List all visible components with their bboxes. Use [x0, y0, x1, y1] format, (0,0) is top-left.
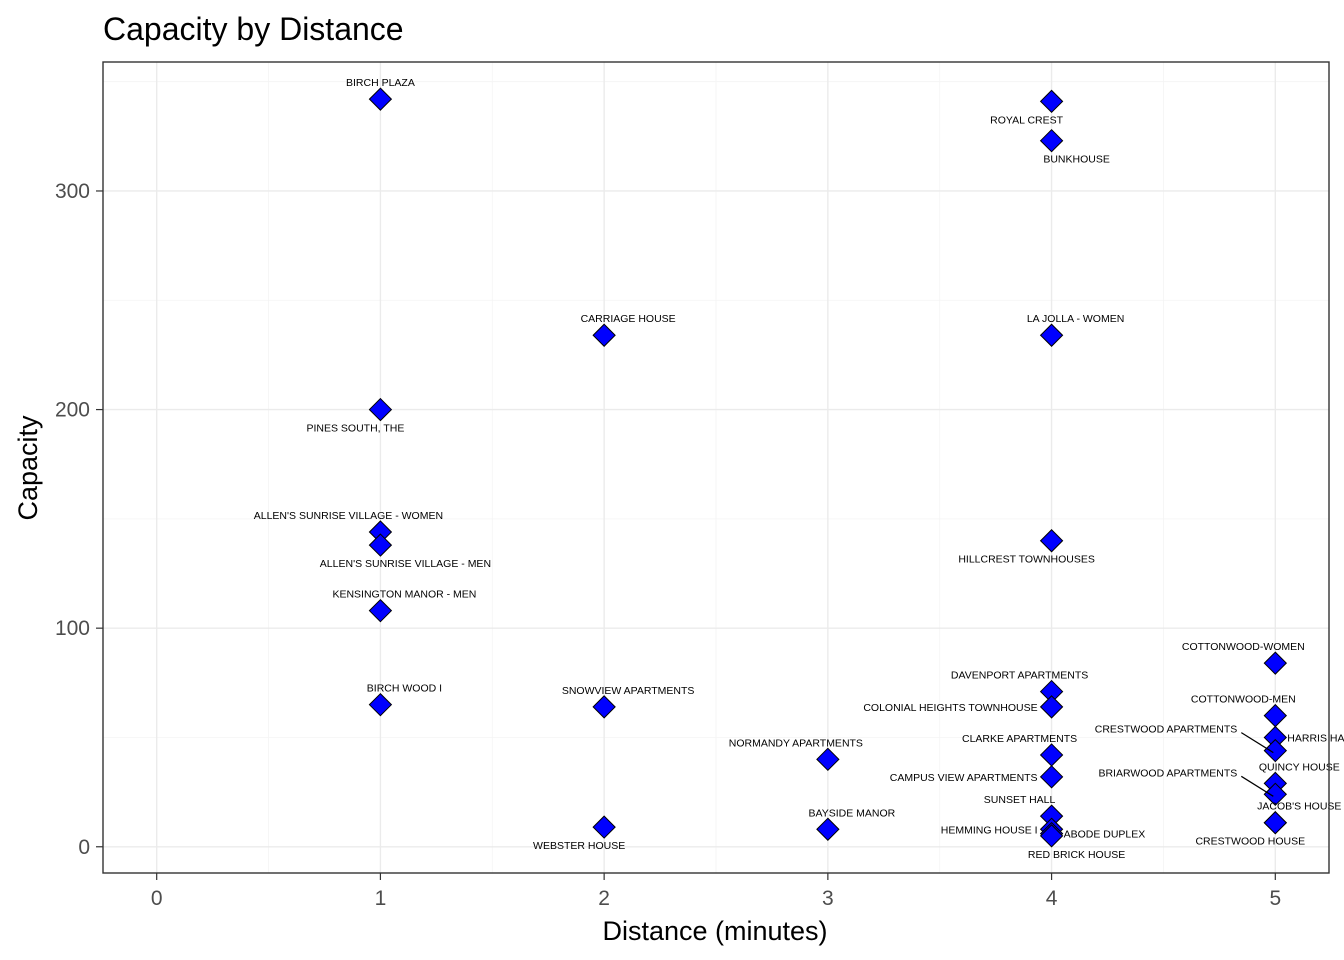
data-point: [816, 817, 840, 841]
chart-title: Capacity by Distance: [103, 11, 404, 47]
x-tick-label: 0: [151, 887, 163, 910]
y-tick-label: 200: [55, 399, 90, 422]
data-point: [1263, 738, 1288, 763]
plot-panel: [102, 61, 1330, 874]
data-label: COTTONWOOD-WOMEN: [1182, 641, 1305, 653]
data-point: [368, 533, 393, 557]
data-point: [592, 695, 616, 719]
data-point: [1039, 323, 1064, 347]
data-point: [1263, 651, 1288, 675]
x-tick-label: 1: [375, 887, 387, 910]
data-label: ROYAL CREST: [990, 114, 1064, 126]
data-point: [592, 323, 616, 347]
data-label: QUINCY HOUSE: [1259, 761, 1340, 773]
data-label: BIRCH PLAZA: [346, 77, 415, 89]
data-label: BUNKHOUSE: [1043, 154, 1110, 166]
data-point: [1263, 782, 1288, 807]
data-label: NORMANDY APARTMENTS: [729, 737, 863, 749]
data-label: ALLEN'S SUNRISE VILLAGE - MEN: [320, 558, 491, 570]
data-label: ABODE DUPLEX: [1064, 829, 1146, 841]
y-tick-label: 300: [55, 180, 90, 203]
y-tick-label: 0: [78, 836, 90, 859]
data-point: [1039, 128, 1064, 153]
y-axis-title: Capacity: [13, 415, 43, 521]
data-label: WEBSTER HOUSE: [533, 840, 625, 852]
axes: 0 1 2 3 4 5 0 100 200 300: [55, 180, 1281, 910]
y-tick-label: 100: [55, 617, 90, 640]
data-label: BIRCH WOOD I: [367, 683, 442, 695]
x-tick-label: 2: [598, 887, 610, 910]
x-tick-label: 3: [822, 887, 834, 910]
data-label: JACOB'S HOUSE: [1257, 801, 1341, 813]
data-point: [1039, 695, 1064, 719]
label-leader-line: [1240, 732, 1274, 754]
data-point: [1039, 89, 1064, 114]
data-point: [1263, 811, 1288, 835]
label-leader-line: [1240, 775, 1274, 797]
data-label: SUNSET HALL: [984, 794, 1056, 806]
data-label: HILLCREST TOWNHOUSES: [958, 554, 1095, 566]
data-point: [1039, 743, 1064, 767]
data-label: COLONIAL HEIGHTS TOWNHOUSE: [863, 702, 1037, 714]
data-point: [1263, 703, 1288, 728]
data-label: RED BRICK HOUSE: [1028, 849, 1125, 861]
data-points: [368, 87, 1288, 848]
data-label: SNOWVIEW APARTMENTS: [562, 685, 695, 697]
data-label: COTTONWOOD-MEN: [1191, 694, 1296, 706]
data-label: HARRIS HALL: [1287, 732, 1344, 744]
data-label: CRESTWOOD HOUSE: [1195, 836, 1305, 848]
grid: [103, 62, 1329, 873]
data-label: HEMMING HOUSE I: [941, 824, 1038, 836]
data-label: CARRIAGE HOUSE: [581, 313, 676, 325]
data-point: [368, 598, 393, 623]
data-label: CAMPUS VIEW APARTMENTS: [890, 772, 1038, 784]
data-label: KENSINGTON MANOR - MEN: [332, 589, 476, 601]
data-point: [1039, 765, 1064, 789]
data-label: CLARKE APARTMENTS: [962, 733, 1077, 745]
data-point: [368, 692, 393, 717]
x-tick-label: 5: [1269, 887, 1281, 910]
x-axis-title: Distance (minutes): [602, 916, 827, 946]
data-label: ALLEN'S SUNRISE VILLAGE - WOMEN: [254, 510, 443, 522]
data-point: [816, 747, 840, 772]
data-labels: BIRCH PLAZA ROYAL CREST BUNKHOUSE CARRIAGE …: [254, 77, 1344, 861]
data-label: BRIARWOOD APARTMENTS: [1098, 767, 1237, 779]
data-label: CRESTWOOD APARTMENTS: [1095, 724, 1238, 736]
data-label: DAVENPORT APARTMENTS: [951, 670, 1088, 682]
data-point: [368, 397, 393, 422]
data-point: [1039, 824, 1064, 848]
data-label: LA JOLLA - WOMEN: [1027, 313, 1124, 325]
data-point: [1039, 529, 1064, 553]
data-point: [592, 815, 616, 839]
data-label: BAYSIDE MANOR: [808, 807, 895, 819]
data-label: PINES SOUTH, THE: [307, 423, 405, 435]
x-tick-label: 4: [1046, 887, 1058, 910]
data-point: [368, 87, 393, 111]
